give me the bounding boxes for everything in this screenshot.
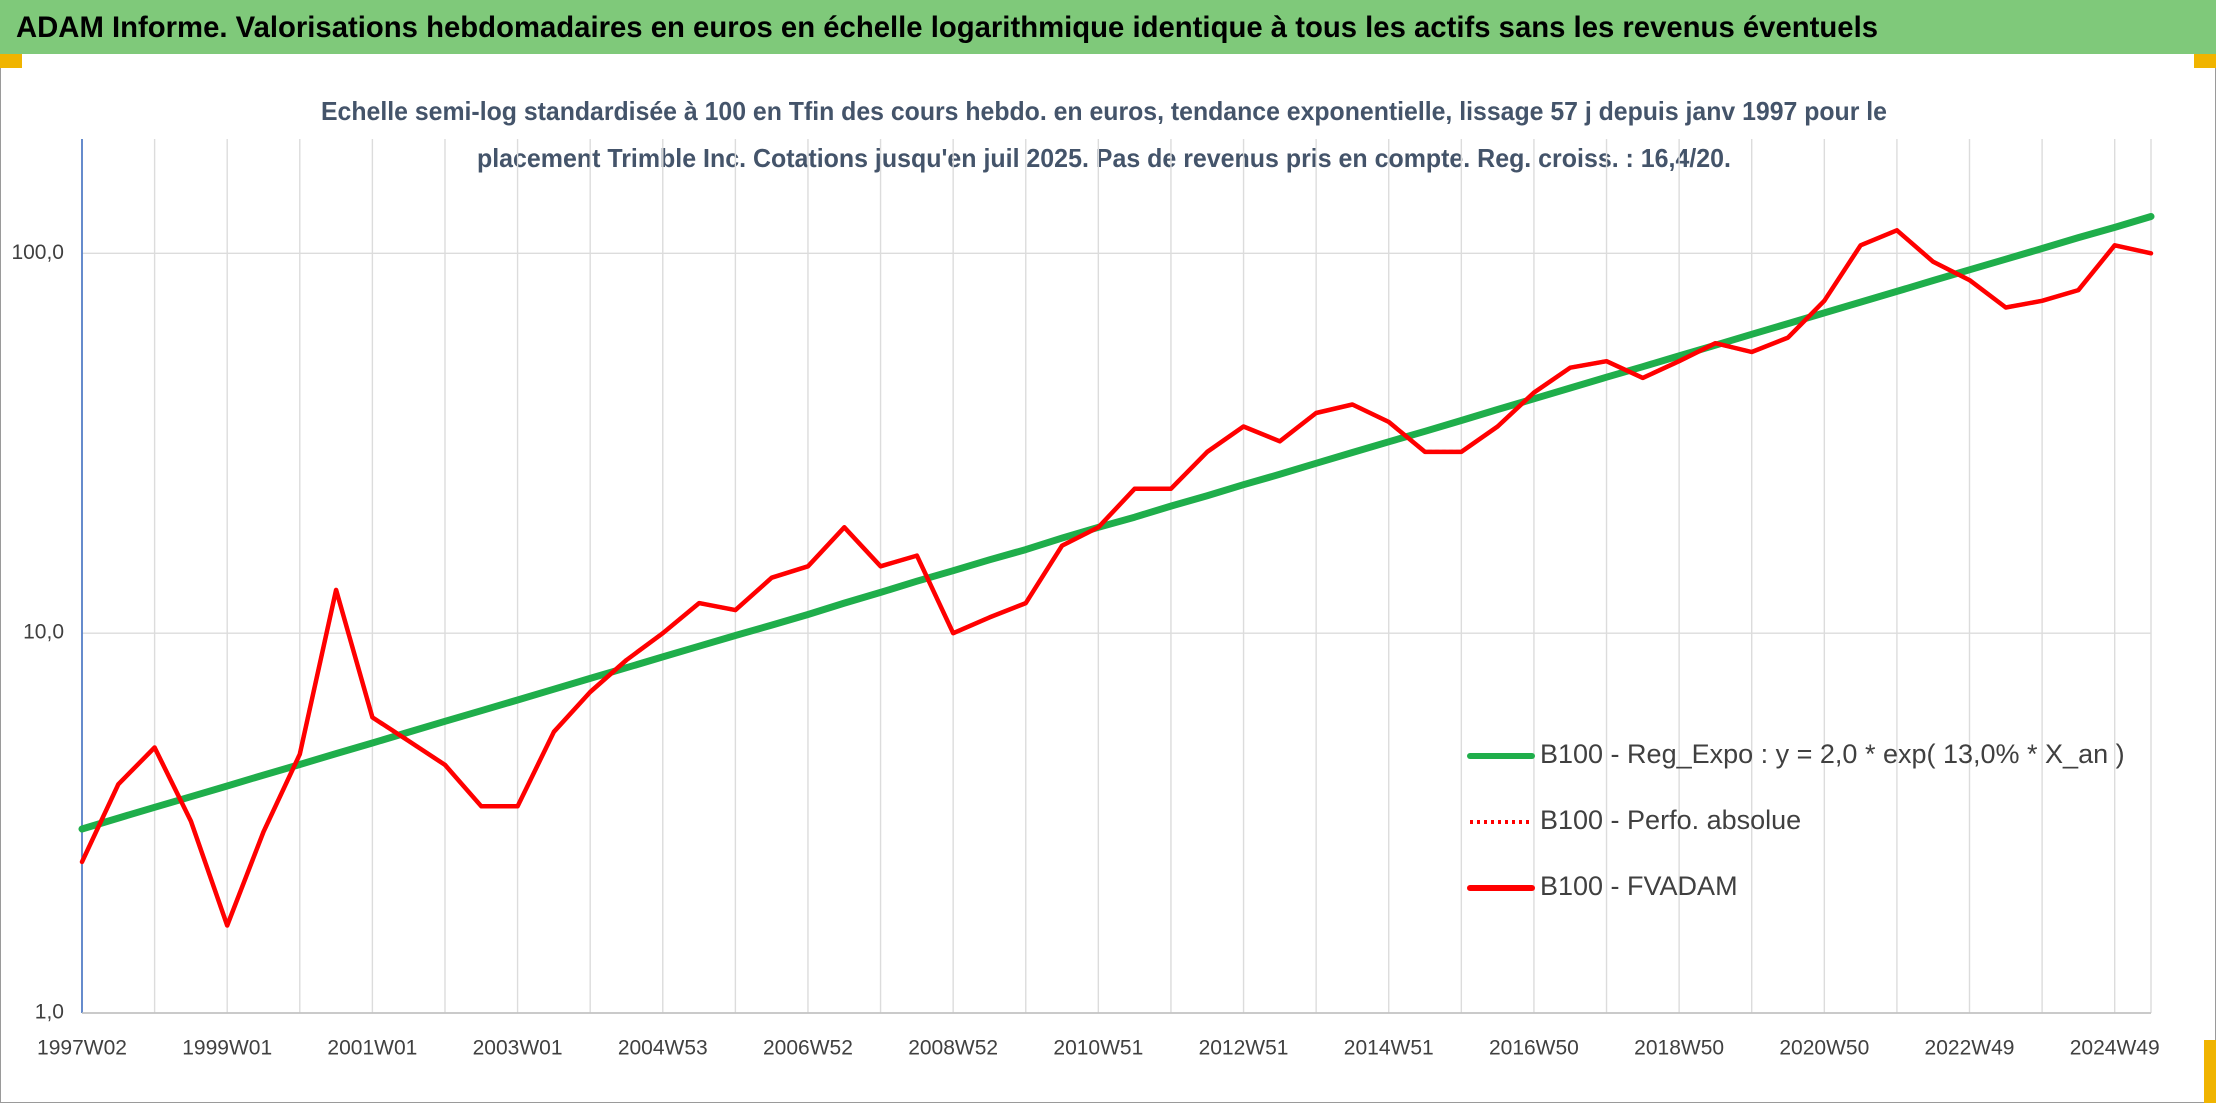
y-tick-label: 1,0 <box>35 1001 64 1024</box>
subtitle: Echelle semi-log standardisée à 100 en T… <box>321 96 1887 126</box>
x-tick-label: 2014W51 <box>1344 1037 1434 1060</box>
page-title: ADAM Informe. Valorisations hebdomadaire… <box>16 11 1878 44</box>
x-tick-label: 2003W01 <box>473 1037 563 1060</box>
x-tick-label: 2001W01 <box>327 1037 417 1060</box>
x-tick-label: 1997W02 <box>37 1037 127 1060</box>
x-tick-label: 2004W53 <box>618 1037 708 1060</box>
x-tick-label: 2016W50 <box>1489 1037 1579 1060</box>
x-tick-label: 2010W51 <box>1053 1037 1143 1060</box>
x-tick-label: 2008W52 <box>908 1037 998 1060</box>
y-tick-label: 100,0 <box>11 241 64 264</box>
x-tick-label: 2024W49 <box>2070 1037 2160 1060</box>
y-tick-label: 10,0 <box>23 621 64 644</box>
corner <box>2194 54 2216 68</box>
x-tick-label: 1999W01 <box>182 1037 272 1060</box>
x-tick-label: 2012W51 <box>1199 1037 1289 1060</box>
legend-label: B100 - Perfo. absolue <box>1540 805 1801 835</box>
series-line <box>79 228 2154 928</box>
corner <box>2204 1040 2216 1103</box>
corner <box>0 54 22 68</box>
x-tick-label: 2006W52 <box>763 1037 853 1060</box>
legend-label: B100 - FVADAM <box>1540 871 1738 901</box>
x-tick-label: 2022W49 <box>1925 1037 2015 1060</box>
title-bar <box>0 0 2216 54</box>
x-tick-label: 2018W50 <box>1634 1037 1724 1060</box>
legend-label: B100 - Reg_Expo : y = 2,0 * exp( 13,0% *… <box>1540 739 2125 769</box>
subtitle: placement Trimble Inc. Cotations jusqu'e… <box>477 143 1731 173</box>
x-tick-label: 2020W50 <box>1779 1037 1869 1060</box>
